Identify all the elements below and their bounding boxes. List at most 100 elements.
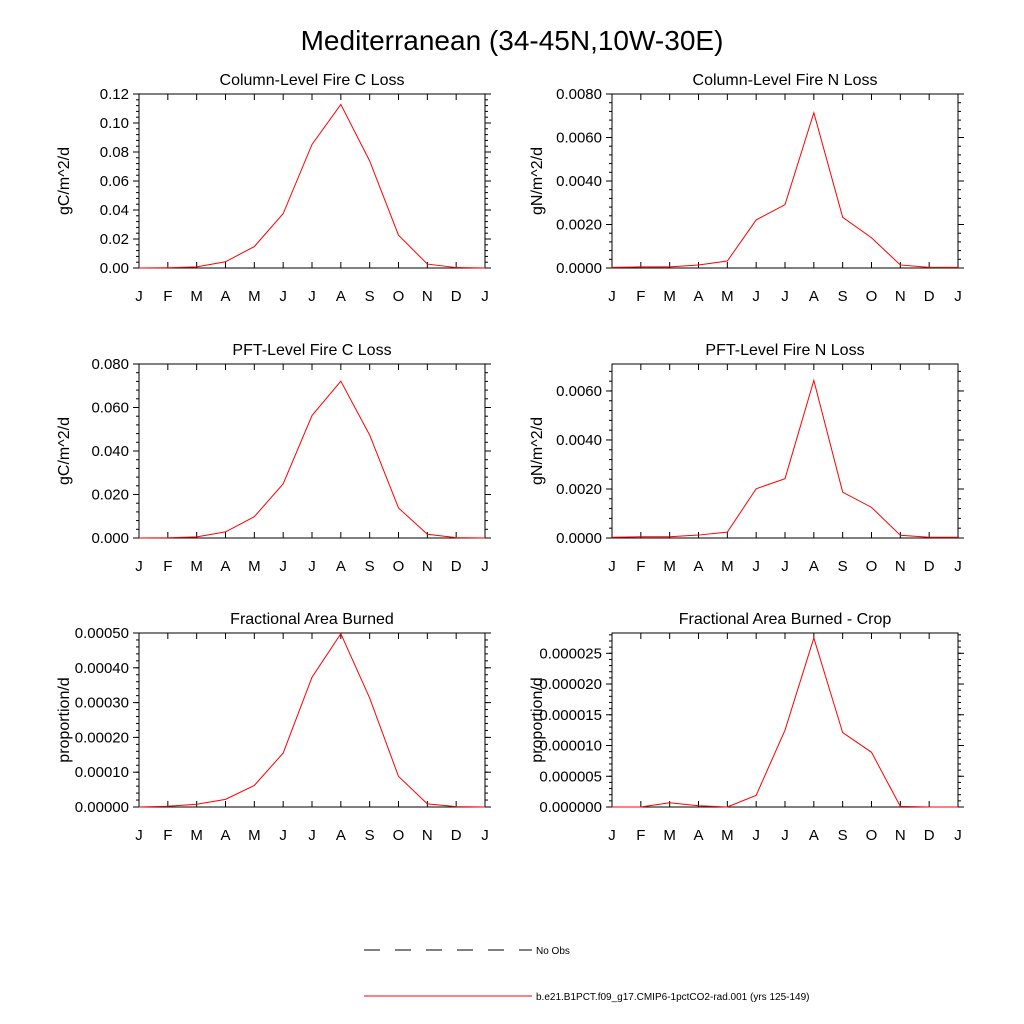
panel-title: Column-Level Fire N Loss (693, 72, 878, 89)
y-tick-label: 0.060 (91, 400, 129, 417)
x-tick-label: J (481, 558, 489, 575)
x-tick-label: J (308, 288, 316, 305)
x-tick-label: M (721, 288, 734, 305)
x-tick-label: A (336, 288, 346, 305)
x-tick-label: J (135, 288, 143, 305)
x-tick-label: J (279, 827, 287, 844)
plot-frame (611, 632, 959, 808)
x-tick-label: S (838, 558, 848, 575)
x-tick-label: M (721, 827, 734, 844)
x-tick-label: S (838, 288, 848, 305)
series-line (138, 380, 486, 539)
y-tick-label: 0.00050 (75, 625, 129, 642)
x-tick-label: A (809, 558, 819, 575)
panel-title: Fractional Area Burned - Crop (679, 611, 892, 628)
x-tick-label: J (781, 827, 789, 844)
x-tick-label: A (220, 288, 230, 305)
panel-title: PFT-Level Fire N Loss (705, 342, 864, 359)
x-tick-label: S (365, 288, 375, 305)
x-tick-label: J (279, 288, 287, 305)
y-tick-label: 0.04 (100, 202, 129, 219)
x-tick-label: J (608, 288, 616, 305)
x-tick-label: A (220, 827, 230, 844)
x-tick-label: A (809, 288, 819, 305)
series-line (611, 378, 958, 538)
x-tick-label: O (393, 288, 405, 305)
x-tick-label: J (308, 827, 316, 844)
series-line (612, 636, 958, 808)
y-tick-label: 0.00 (100, 260, 129, 277)
x-tick-label: J (752, 827, 760, 844)
legend-label: b.e21.B1PCT.f09_g17.CMIP6-1pctCO2-rad.00… (536, 992, 809, 1003)
x-tick-label: D (924, 288, 935, 305)
y-tick-label: 0.040 (91, 443, 129, 460)
legend: No Obs b.e21.B1PCT.f09_g17.CMIP6-1pctCO2-… (364, 946, 809, 1003)
y-tick-label: 0.000025 (539, 645, 602, 662)
y-tick-label: 0.00000 (75, 799, 129, 816)
chart-panel: Fractional Area Burned - Crop proportion/… (529, 611, 964, 844)
x-tick-label: M (663, 827, 676, 844)
series-line (611, 110, 958, 268)
x-tick-label: A (336, 558, 346, 575)
x-tick-label: N (422, 288, 433, 305)
y-tick-label: 0.0060 (556, 130, 602, 147)
x-tick-label: A (693, 288, 703, 305)
x-tick-label: F (636, 288, 645, 305)
x-tick-label: N (422, 827, 433, 844)
x-tick-label: F (163, 558, 172, 575)
y-axis-label: gN/m^2/d (529, 147, 546, 215)
x-tick-label: M (248, 827, 261, 844)
y-tick-label: 0.0020 (556, 217, 602, 234)
x-tick-label: J (279, 558, 287, 575)
x-tick-label: J (752, 558, 760, 575)
x-tick-label: F (636, 558, 645, 575)
x-tick-label: J (481, 288, 489, 305)
x-tick-label: D (924, 558, 935, 575)
y-axis-label: gN/m^2/d (529, 417, 546, 485)
x-tick-label: D (451, 558, 462, 575)
x-tick-label: J (308, 558, 316, 575)
x-tick-label: J (608, 827, 616, 844)
legend-item: b.e21.B1PCT.f09_g17.CMIP6-1pctCO2-rad.00… (364, 992, 809, 1003)
x-tick-label: M (248, 288, 261, 305)
x-tick-label: A (809, 827, 819, 844)
x-tick-label: M (663, 558, 676, 575)
x-tick-label: J (954, 288, 962, 305)
y-tick-label: 0.000 (91, 530, 129, 547)
x-tick-label: N (895, 558, 906, 575)
x-tick-label: O (866, 288, 878, 305)
x-tick-label: F (163, 288, 172, 305)
x-tick-label: J (954, 827, 962, 844)
y-tick-label: 0.00040 (75, 660, 129, 677)
y-tick-label: 0.0060 (556, 383, 602, 400)
y-tick-label: 0.0040 (556, 173, 602, 190)
x-tick-label: F (163, 827, 172, 844)
y-axis-label: gC/m^2/d (56, 417, 73, 485)
x-tick-label: M (721, 558, 734, 575)
y-tick-label: 0.02 (100, 231, 129, 248)
x-tick-label: A (693, 827, 703, 844)
x-tick-label: N (895, 288, 906, 305)
series-line (138, 632, 486, 808)
y-tick-label: 0.080 (91, 356, 129, 373)
plot-frame (138, 363, 486, 539)
x-tick-label: A (336, 827, 346, 844)
x-tick-label: O (393, 827, 405, 844)
y-tick-label: 0.020 (91, 487, 129, 504)
x-tick-label: S (365, 558, 375, 575)
plot-frame (138, 93, 486, 269)
x-tick-label: J (135, 558, 143, 575)
y-tick-label: 0.00030 (75, 695, 129, 712)
x-tick-label: N (422, 558, 433, 575)
figure-title: Mediterranean (34-45N,10W-30E) (301, 25, 724, 56)
y-tick-label: 0.06 (100, 173, 129, 190)
y-tick-label: 0.0040 (556, 432, 602, 449)
y-axis-label: proportion/d (529, 677, 546, 762)
x-tick-label: O (866, 827, 878, 844)
legend-label: No Obs (536, 946, 570, 957)
x-tick-label: M (663, 288, 676, 305)
